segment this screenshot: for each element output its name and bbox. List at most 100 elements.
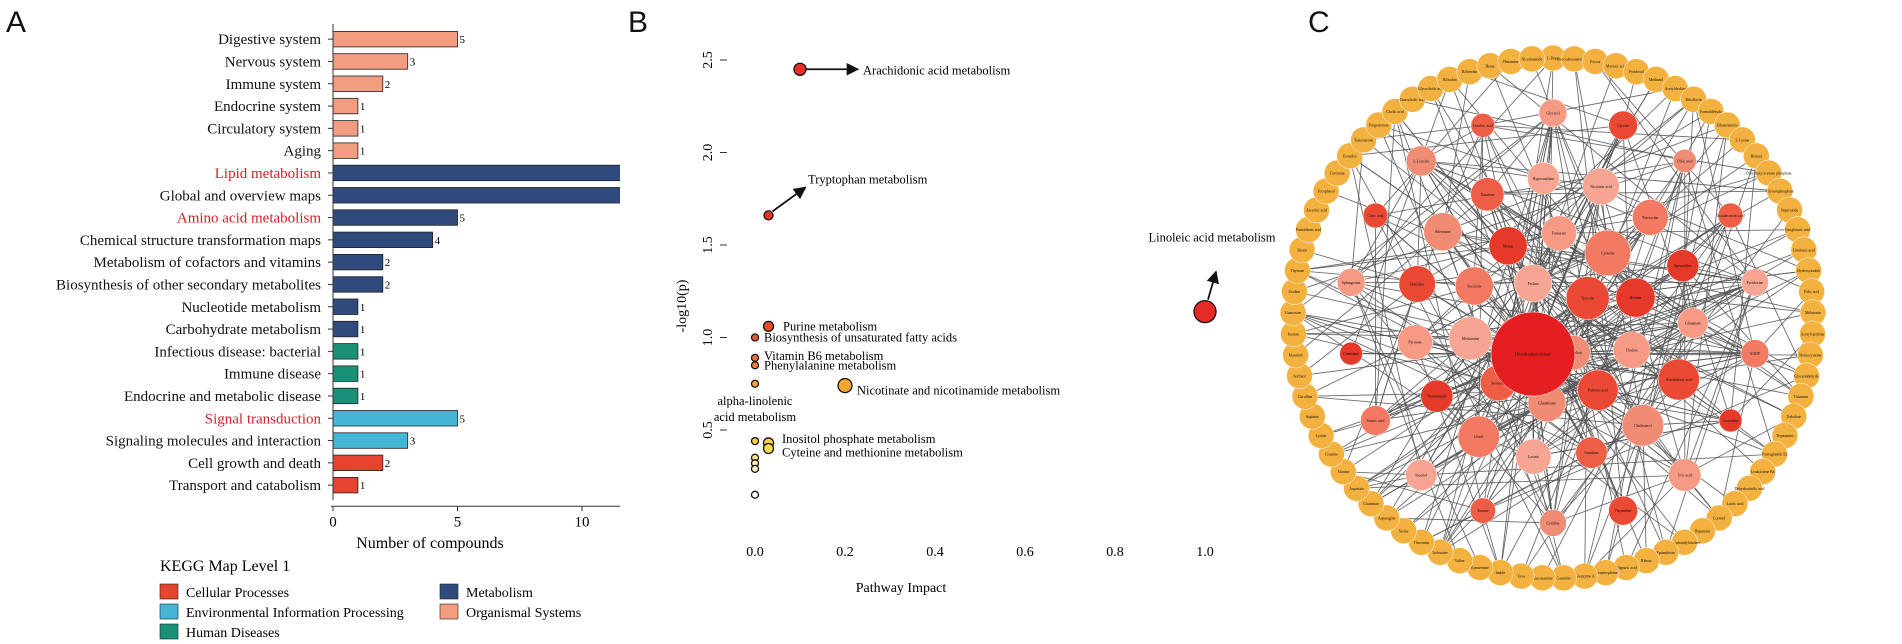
network-node-label: Phosphatidylcholine — [1669, 541, 1700, 545]
network-edge — [1532, 353, 1679, 380]
panel-label-a: A — [6, 6, 27, 39]
network-edge — [1478, 352, 1574, 437]
network-node-label: Valine — [1455, 559, 1465, 563]
network-node-label: Cholesterol — [1634, 424, 1652, 428]
network-node-label: Putrescine — [1642, 216, 1658, 220]
annotation-arrows — [771, 62, 1219, 300]
network-node — [1527, 383, 1567, 423]
scatter-point — [750, 453, 760, 462]
network-edge — [1665, 282, 1756, 553]
network-node — [1642, 66, 1670, 93]
network-node — [1336, 142, 1363, 170]
network-edge — [1482, 375, 1807, 512]
network-edge — [1486, 194, 1624, 511]
network-edge — [1470, 338, 1548, 404]
network-node-label: Estradiol — [1343, 154, 1357, 158]
network-edge — [1507, 98, 1694, 247]
network-node — [1657, 358, 1700, 401]
network-edge — [1439, 353, 1756, 553]
network-edge — [1487, 194, 1686, 476]
network-edge — [1421, 389, 1599, 476]
network-node — [1490, 311, 1576, 397]
network-node-label: Glycine — [1617, 124, 1629, 128]
network-edge — [1349, 155, 1422, 476]
network-node-label: Pyridoxal — [1629, 70, 1644, 74]
network-node-label: Proline — [1528, 282, 1539, 286]
network-node-label: Glucosamine — [1532, 576, 1552, 580]
network-edge — [1421, 510, 1484, 543]
network-edge — [1572, 186, 1602, 353]
network-edge — [1375, 61, 1512, 216]
scatter-point — [750, 353, 760, 363]
network-edge — [1442, 71, 1471, 232]
network-node — [1729, 126, 1756, 154]
network-node — [1487, 559, 1514, 586]
network-node — [1336, 268, 1366, 297]
network-node — [1539, 509, 1567, 537]
network-node-label: Biotin — [1297, 248, 1307, 252]
bar-series — [332, 30, 620, 494]
network-node — [1749, 458, 1776, 485]
network-node-label: Pyridoxine — [1747, 281, 1764, 285]
category-label: Signaling molecules and interaction — [106, 434, 322, 450]
bar-signal-transduction — [332, 410, 458, 427]
network-node-label: Phenylalanine — [1508, 336, 1530, 340]
network-edge — [1558, 232, 1608, 254]
network-edge — [1605, 160, 1686, 573]
network-edge — [1541, 215, 1731, 578]
network-node-label: Glycerophosphate — [1766, 190, 1794, 194]
network-edge — [1478, 65, 1617, 437]
network-edge — [1684, 415, 1794, 476]
network-node-label: Spermidine — [1674, 264, 1692, 268]
network-edge — [1532, 88, 1676, 457]
network-node — [1529, 564, 1556, 592]
network-edge — [1532, 353, 1554, 524]
network-node-label: Serotonin — [1491, 382, 1506, 386]
network-edge — [1532, 112, 1554, 355]
bar-digestive-system — [332, 30, 458, 48]
network-node-label: Thiamine — [1794, 395, 1809, 399]
network-edge — [1532, 353, 1599, 391]
panel-label-b: B — [628, 6, 649, 39]
network-edge — [1482, 353, 1534, 511]
network-edge — [1349, 155, 1731, 421]
network-edge — [1642, 322, 1694, 426]
network-edge — [1684, 282, 1756, 476]
network-edge — [1532, 172, 1770, 284]
bar-aging — [332, 142, 359, 159]
network-node-label: Stearic acid — [1367, 419, 1385, 423]
network-edge — [1292, 312, 1731, 421]
category-label: Immune disease — [224, 367, 321, 383]
network-edge — [1474, 265, 1683, 287]
network-node — [1740, 268, 1769, 297]
network-edge — [1375, 352, 1574, 421]
legend-label-environmental: Environmental Information Processing — [186, 606, 404, 621]
network-edge — [1421, 125, 1624, 543]
network-node — [1398, 265, 1436, 303]
network-node-label: Tocopherol — [1317, 190, 1334, 194]
network-edge — [1350, 282, 1481, 568]
network-node-label: L-Lysine — [1736, 138, 1750, 142]
network-node-label: Nicotinamide — [1521, 57, 1542, 61]
network-edge — [1292, 312, 1479, 438]
network-edge — [1470, 125, 1484, 339]
network-edge — [1572, 229, 1798, 354]
network-edge — [1470, 337, 1534, 355]
network-edge — [1532, 252, 1609, 355]
network-edge — [1642, 420, 1731, 426]
category-label: Metabolism of cofactors and vitamins — [94, 255, 322, 271]
network-edge — [1532, 353, 1599, 391]
legend-label-cellular: Cellular Processes — [186, 586, 289, 601]
network-edge — [1584, 298, 1589, 577]
network-node-label: Kynurenine — [1471, 566, 1489, 570]
network-node — [1608, 110, 1638, 140]
network-node — [1761, 440, 1788, 468]
network-edge — [1552, 217, 1651, 524]
network-node-label: Norepinephrine — [1594, 571, 1618, 575]
network-edge — [1486, 194, 1534, 355]
network-node-label: Betaine — [1630, 296, 1642, 300]
network-node-label: Sorbitol — [1293, 374, 1305, 378]
bar-cell-growth-and-death — [332, 454, 384, 472]
network-edge — [1532, 353, 1548, 403]
